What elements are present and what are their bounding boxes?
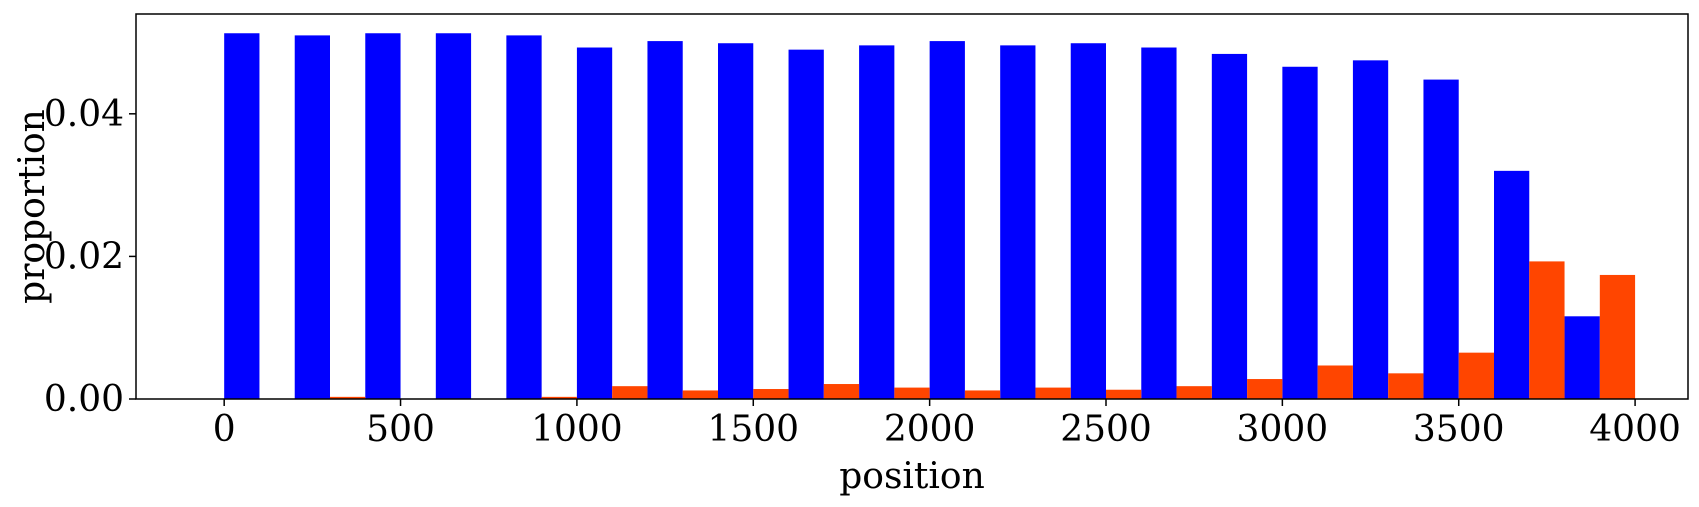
bar-series1-bin9 — [788, 49, 824, 400]
bar-series1-bin6 — [576, 47, 613, 400]
bar-series2-bin7 — [682, 390, 718, 399]
bar-series1-bin10 — [859, 45, 895, 400]
x-tick-label: 4000 — [1589, 409, 1681, 450]
bar-series1-bin3 — [365, 33, 401, 399]
bar-series2-bin10 — [894, 387, 930, 399]
bar-series1-bin5 — [506, 35, 542, 400]
bar-series1-bin15 — [1211, 53, 1248, 399]
x-tick-label: 0 — [213, 409, 236, 450]
x-tick-label: 1500 — [707, 409, 799, 450]
bar-series1-bin7 — [647, 41, 683, 400]
y-axis-label: proportion — [12, 109, 53, 304]
bar-series2-bin15 — [1247, 379, 1283, 399]
bar-series1-bin18 — [1423, 79, 1459, 399]
x-axis-ticks: 0 500 1000 1500 2000 2500 3000 3500 4000 — [213, 399, 1681, 450]
bar-series2-bin11 — [964, 390, 1001, 399]
bar-series1-bin19 — [1494, 170, 1530, 399]
bar-series2-bin13 — [1106, 389, 1142, 399]
x-axis-label: position — [839, 456, 985, 497]
x-tick-label: 500 — [366, 409, 435, 450]
y-tick-label: 0.00 — [44, 379, 124, 420]
bar-series2-bin12 — [1035, 387, 1071, 399]
bar-series1-bin16 — [1282, 66, 1318, 399]
bar-series2-bin20 — [1599, 274, 1636, 399]
bar-series1-bin13 — [1070, 43, 1106, 400]
bar-series2-bin18 — [1458, 352, 1494, 399]
bars-layer — [224, 33, 1636, 400]
bar-series2-bin8 — [753, 389, 789, 399]
plot-frame — [135, 13, 1689, 400]
bar-series1-bin1 — [224, 33, 260, 399]
bar-series1-bin14 — [1141, 47, 1177, 400]
bar-series2-bin6 — [612, 386, 648, 399]
x-tick-label: 1000 — [531, 409, 623, 450]
bar-series1-bin20 — [1564, 316, 1600, 399]
x-tick-label: 2500 — [1060, 409, 1152, 450]
bar-series1-bin8 — [718, 43, 754, 400]
bar-series2-bin17 — [1388, 373, 1424, 399]
y-tick-label: 0.04 — [44, 94, 124, 135]
bar-series1-bin17 — [1352, 60, 1389, 400]
bar-series1-bin11 — [929, 41, 965, 400]
bar-series2-bin19 — [1529, 261, 1565, 399]
bar-series1-bin4 — [435, 33, 472, 399]
x-tick-label: 2000 — [884, 409, 976, 450]
bar-series1-bin12 — [1000, 45, 1036, 400]
bar-series2-bin2 — [330, 396, 366, 399]
x-tick-label: 3000 — [1237, 409, 1329, 450]
bar-series2-bin14 — [1176, 386, 1212, 399]
y-axis-ticks: 0.00 0.02 0.04 — [44, 94, 136, 420]
y-tick-label: 0.02 — [44, 236, 124, 277]
bar-series2-bin9 — [823, 384, 860, 399]
x-tick-label: 3500 — [1413, 409, 1505, 450]
bar-series1-bin2 — [294, 35, 330, 400]
bar-series2-bin16 — [1317, 365, 1353, 399]
bar-series2-bin5 — [541, 396, 577, 399]
